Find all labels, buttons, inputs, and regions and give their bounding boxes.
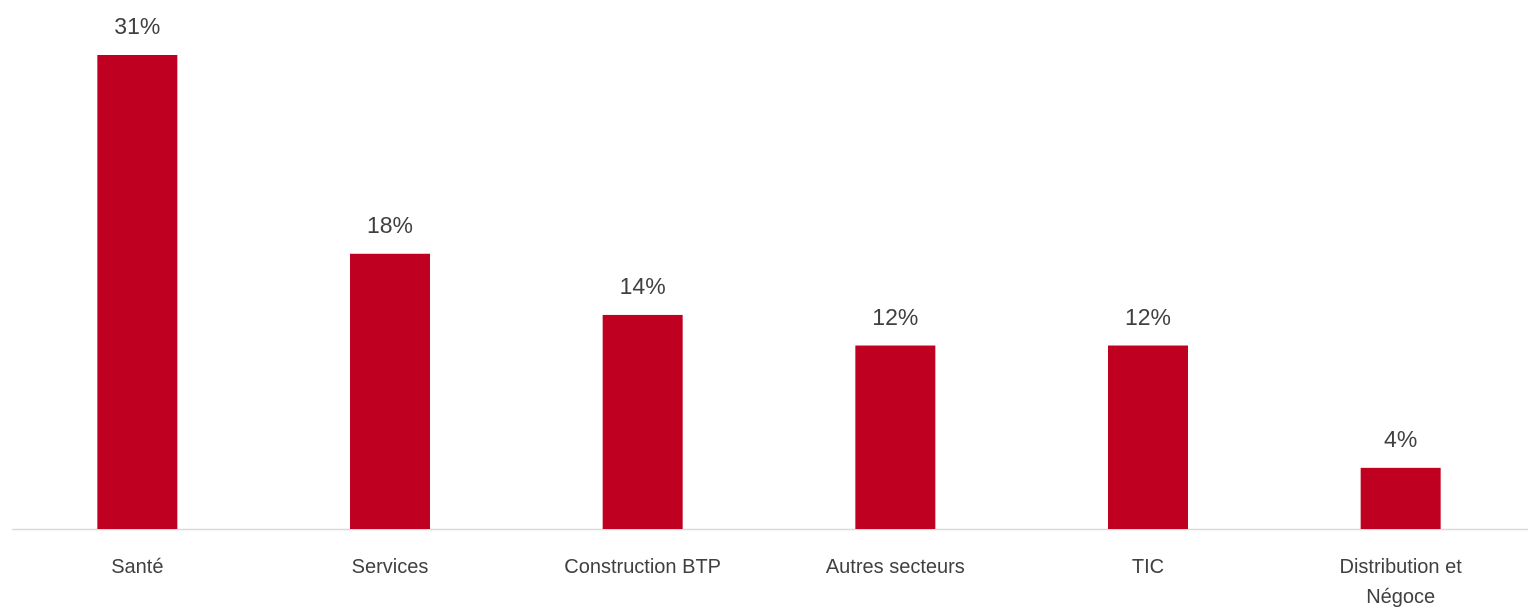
bar bbox=[1108, 345, 1188, 529]
bar bbox=[350, 253, 430, 529]
x-tick-label: Distribution et Négoce bbox=[1339, 556, 1462, 608]
bar bbox=[855, 345, 936, 529]
x-tick-label: TIC bbox=[1131, 556, 1165, 578]
value-label: 31% bbox=[114, 13, 161, 39]
x-tick-label: Services bbox=[351, 556, 429, 578]
bar bbox=[1360, 467, 1441, 529]
x-tick-label: Santé bbox=[111, 556, 164, 578]
x-tick-label: Construction BTP bbox=[564, 556, 722, 578]
value-label: 18% bbox=[366, 211, 414, 238]
value-label: 14% bbox=[619, 272, 666, 299]
value-label: 12% bbox=[1124, 303, 1172, 330]
bar bbox=[97, 55, 178, 529]
value-label: 4% bbox=[1384, 425, 1418, 452]
x-tick-label: Autres secteurs bbox=[825, 556, 965, 578]
bar bbox=[602, 314, 683, 529]
value-label: 12% bbox=[872, 303, 919, 330]
